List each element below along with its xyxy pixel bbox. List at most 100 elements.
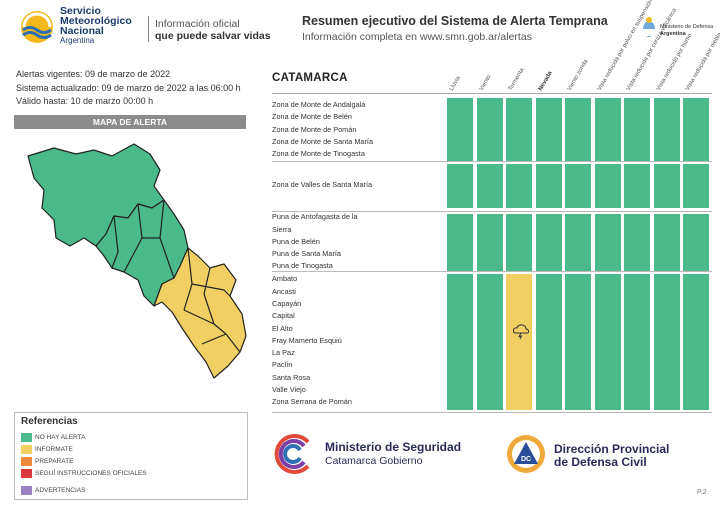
alert-cell: [653, 214, 680, 272]
zone-label: Zona de Monte de Santa María: [272, 136, 374, 146]
column-header: Tormenta: [507, 67, 526, 92]
alert-cell: [683, 98, 709, 162]
alert-cell: [683, 214, 709, 272]
legend-swatch: [21, 457, 32, 466]
alert-cell: [476, 274, 503, 410]
zone-label: Ancasti: [272, 286, 296, 296]
legend-title: Referencias: [21, 416, 78, 427]
zone-label: Santa Rosa: [272, 372, 311, 382]
alert-cell: [653, 98, 680, 162]
zone-label: Zona de Monte de Pomán: [272, 124, 357, 134]
zone-label: Valle Viejo: [272, 385, 306, 395]
table-top-rule: [272, 93, 712, 94]
civil-defense-line2: de Defensa Civil: [554, 455, 647, 469]
zone-label: Fray Mamerto Esquiú: [272, 335, 342, 345]
legend-label: ADVERTENCIAS: [35, 487, 86, 494]
smn-name-line1: Servicio: [60, 5, 101, 17]
alert-cell: [594, 164, 621, 208]
alert-cell: [624, 164, 650, 208]
alert-cell: [447, 214, 473, 272]
map-subregion-9: [201, 333, 241, 353]
zone-label: Sierra: [272, 224, 292, 234]
smn-name-line2: Meteorológico: [60, 15, 132, 27]
alert-cell: [535, 98, 562, 162]
zone-label: La Paz: [272, 348, 295, 358]
alert-cell: [565, 164, 591, 208]
alert-cell: [624, 214, 650, 272]
alert-date-updated: Sistema actualizado: 09 de marzo de 2022…: [16, 82, 241, 93]
alert-cell: [476, 164, 503, 208]
argentina-coat-of-arms-icon: [643, 17, 655, 37]
zone-label: Zona de Monte de Tinogasta: [272, 149, 365, 159]
alert-date-until: Válido hasta: 10 de marzo 00:00 h: [16, 96, 154, 106]
smn-slogan: Información oficial que puede salvar vid…: [155, 18, 271, 42]
alert-cell: [476, 98, 503, 162]
civil-defense-name: Dirección Provincial de Defensa Civil: [554, 443, 669, 469]
legend-item-warnings: ADVERTENCIAS: [21, 486, 85, 497]
alert-cell: [624, 98, 650, 162]
alert-cell: [683, 274, 709, 410]
ministry-line2: Argentina: [660, 31, 686, 37]
page-subtitle: Información completa en www.smn.gob.ar/a…: [302, 31, 532, 43]
smn-logo-icon: [21, 11, 53, 43]
column-header: Lluvia: [448, 75, 462, 92]
group-separator: [272, 412, 712, 413]
thunderstorm-icon: [512, 324, 530, 340]
alert-dates: Alertas vigentes: 09 de marzo de 2022 Si…: [16, 68, 241, 109]
page-title: Resumen ejecutivo del Sistema de Alerta …: [302, 14, 608, 28]
ministry-security-subname: Catamarca Gobierno: [325, 455, 423, 467]
alert-cell: [506, 164, 532, 208]
zone-label: Puna de Antofagasta de la: [272, 212, 358, 222]
alert-cell: [594, 274, 621, 410]
page-number: P.2: [697, 489, 707, 496]
alert-cell: [594, 214, 621, 272]
group-separator: [272, 271, 712, 272]
zone-label: Zona de Valles de Santa María: [272, 179, 373, 189]
map-subregion-8: [183, 309, 227, 335]
map-subregion-7: [191, 283, 231, 297]
map-title: MAPA DE ALERTA: [14, 115, 246, 129]
map-subregion-1: [111, 215, 119, 269]
column-header: Viento: [478, 74, 492, 92]
column-header: Viento zonda: [566, 58, 590, 92]
alert-cell: [565, 98, 591, 162]
ministry-line1: Ministerio de Defensa: [660, 24, 714, 30]
alert-cell: [476, 214, 503, 272]
alert-cell: [653, 164, 680, 208]
legend-item-instructions: SEGUÍ INSTRUCCIONES OFICIALES: [21, 469, 147, 480]
zone-label: Puna de Tinogasta: [272, 261, 333, 271]
legend-label: INFORMATE: [35, 446, 73, 453]
column-header: Nevada: [537, 70, 554, 92]
ministry-defense-text: Ministerio de Defensa Argentina: [660, 24, 713, 38]
zone-label: Puna de Belén: [272, 236, 320, 246]
ministry-security-name: Ministerio de Seguridad: [325, 440, 462, 454]
legend-label: SEGUÍ INSTRUCCIONES OFICIALES: [35, 470, 147, 477]
slogan-line2: que puede salvar vidas: [155, 30, 271, 42]
legend-swatch: [21, 469, 32, 478]
legend-item-no-alert: NO HAY ALERTA: [21, 433, 85, 444]
legend-item-preparate: PREPARATE: [21, 457, 73, 468]
civil-defense-logo-icon: DC: [507, 435, 545, 473]
alert-cell: [594, 98, 621, 162]
alert-cell: [683, 164, 709, 208]
alert-cell: [535, 214, 562, 272]
header: Servicio Meteorológico Nacional Argentin…: [0, 0, 720, 58]
alert-cell: [447, 98, 473, 162]
alert-cell: [565, 214, 591, 272]
legend-label: NO HAY ALERTA: [35, 434, 86, 441]
smn-name: Servicio Meteorológico Nacional Argentin…: [60, 6, 132, 46]
zone-label: Capital: [272, 311, 295, 321]
header-divider: [148, 16, 149, 42]
legend-swatch: [21, 433, 32, 442]
zone-label: El Alto: [272, 323, 293, 333]
map-subregion-6: [203, 267, 215, 325]
alert-cell: [653, 274, 680, 410]
zone-label: Zona de Monte de Andalgalá: [272, 100, 366, 109]
legend-label: PREPARATE: [35, 458, 74, 465]
alert-date-valid: Alertas vigentes: 09 de marzo de 2022: [16, 69, 171, 79]
legend-swatch: [21, 445, 32, 454]
alert-cell: [565, 274, 591, 410]
province-title: CATAMARCA: [272, 72, 348, 84]
zone-label: Paclín: [272, 360, 293, 370]
legend-item-informate: INFORMATE: [21, 445, 73, 456]
